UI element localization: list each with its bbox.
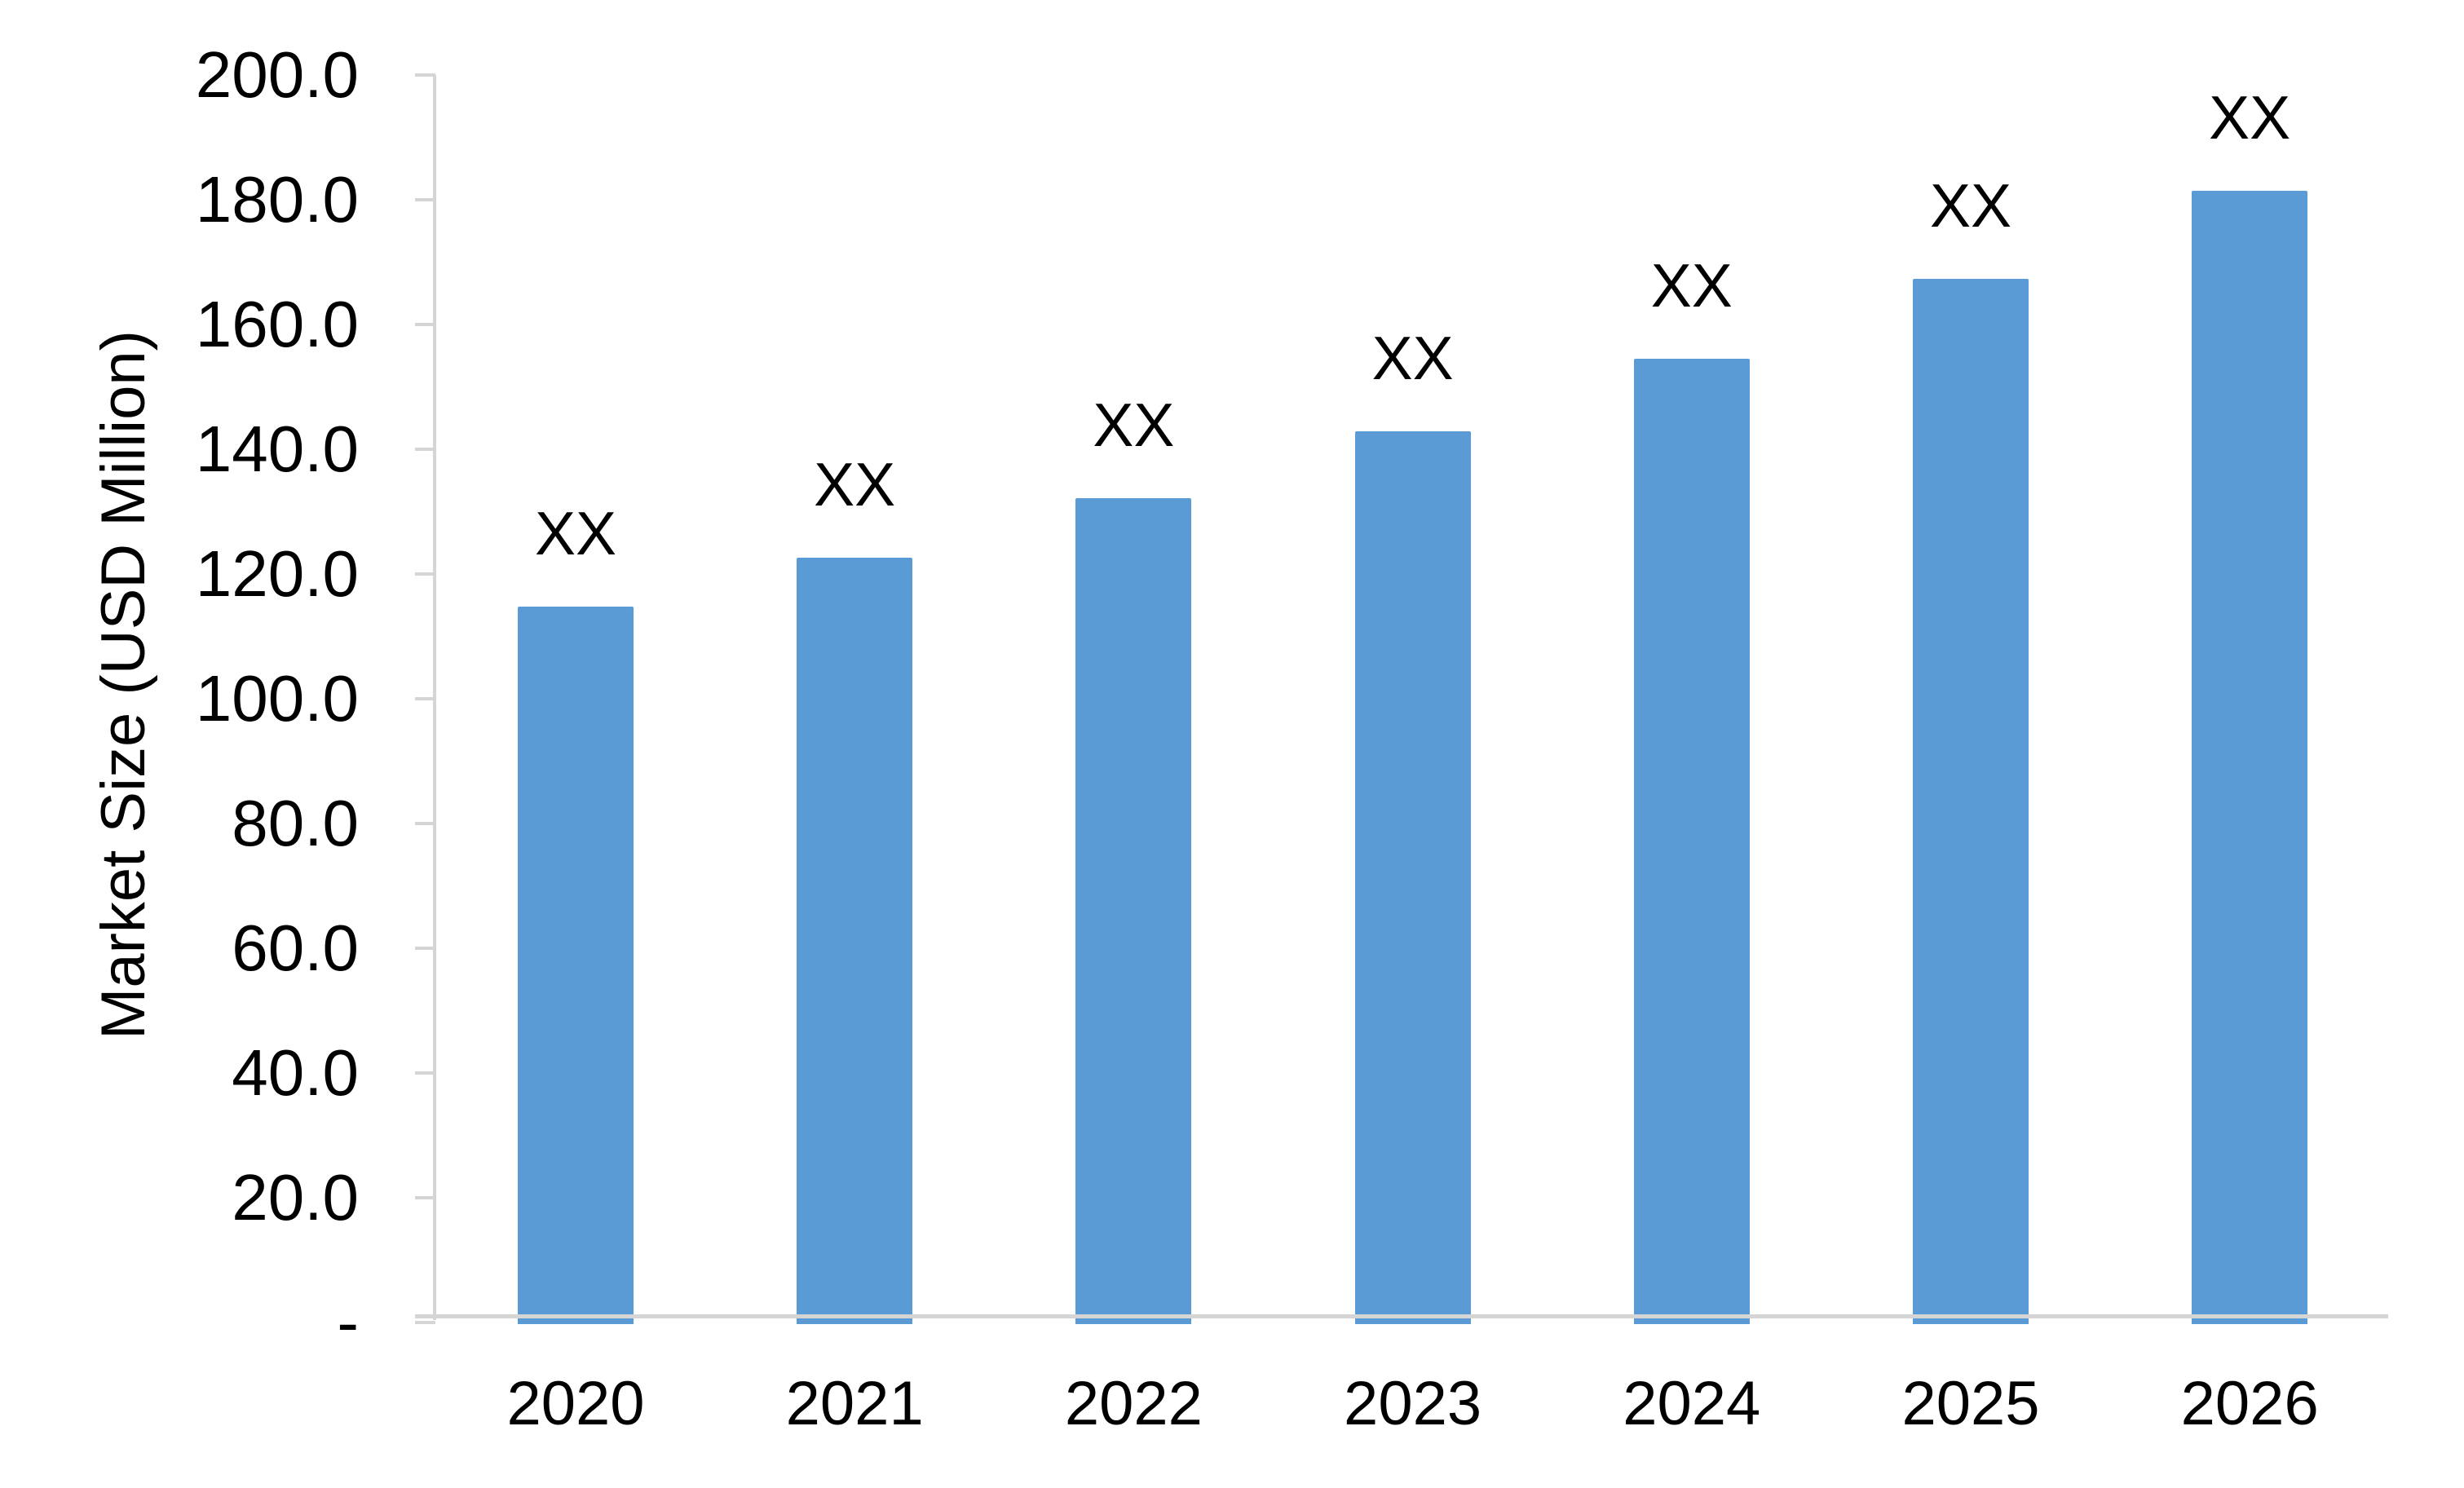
bar-2026 bbox=[2192, 190, 2308, 1324]
y-axis-line bbox=[433, 75, 436, 1320]
x-tick-label: 2022 bbox=[1064, 1369, 1203, 1438]
y-tick-mark bbox=[415, 572, 435, 576]
bar-value-label: XX bbox=[1929, 171, 2012, 241]
bar-value-label: XX bbox=[2209, 82, 2291, 152]
y-tick-label: 120.0 bbox=[195, 537, 359, 610]
y-tick-label: 60.0 bbox=[232, 912, 359, 984]
bar-2021 bbox=[797, 558, 913, 1324]
bar-2023 bbox=[1354, 431, 1471, 1324]
y-tick-mark bbox=[415, 198, 435, 201]
x-tick-label: 2020 bbox=[506, 1369, 645, 1438]
y-tick-label: 80.0 bbox=[232, 787, 359, 859]
bar-value-label: XX bbox=[1093, 391, 1175, 460]
bar-value-label: XX bbox=[1371, 323, 1454, 392]
y-tick-mark bbox=[415, 323, 435, 326]
y-tick-label: - bbox=[337, 1286, 359, 1358]
bar-value-label: XX bbox=[1650, 251, 1733, 320]
x-tick-label: 2025 bbox=[1901, 1369, 2040, 1438]
y-tick-mark bbox=[415, 448, 435, 451]
x-axis-line bbox=[415, 1314, 2388, 1318]
x-tick-label: 2021 bbox=[785, 1369, 924, 1438]
y-tick-label: 200.0 bbox=[195, 38, 359, 111]
y-tick-mark bbox=[415, 1321, 435, 1324]
y-tick-label: 40.0 bbox=[232, 1036, 359, 1109]
y-tick-label: 180.0 bbox=[195, 163, 359, 236]
bar-2022 bbox=[1075, 498, 1192, 1324]
y-tick-mark bbox=[415, 1196, 435, 1199]
y-tick-mark bbox=[415, 73, 435, 77]
y-tick-label: 140.0 bbox=[195, 413, 359, 485]
x-tick-label: 2024 bbox=[1623, 1369, 1761, 1438]
y-tick-label: 160.0 bbox=[195, 288, 359, 360]
y-tick-mark bbox=[415, 947, 435, 950]
bar-2020 bbox=[518, 606, 634, 1324]
bar-value-label: XX bbox=[814, 450, 896, 519]
bar-2024 bbox=[1633, 359, 1750, 1324]
bar-2025 bbox=[1913, 279, 2029, 1324]
y-tick-label: 20.0 bbox=[232, 1161, 359, 1234]
x-tick-label: 2023 bbox=[1344, 1369, 1482, 1438]
bar-value-label: XX bbox=[534, 498, 617, 567]
y-tick-label: 100.0 bbox=[195, 662, 359, 735]
y-tick-mark bbox=[415, 822, 435, 825]
x-tick-label: 2026 bbox=[2180, 1369, 2319, 1438]
y-tick-mark bbox=[415, 697, 435, 700]
y-tick-mark bbox=[415, 1071, 435, 1075]
